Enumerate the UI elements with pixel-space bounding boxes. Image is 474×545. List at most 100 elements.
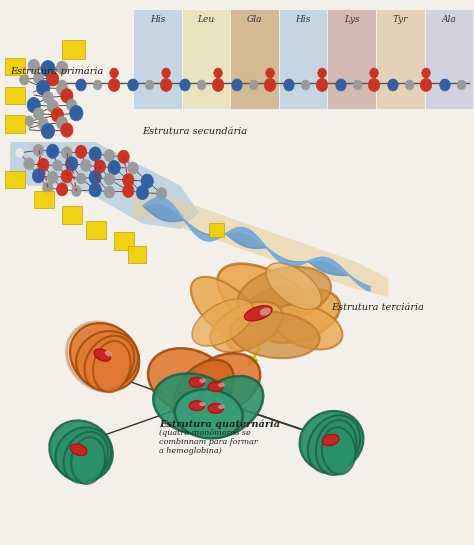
Circle shape <box>104 186 115 198</box>
Text: Estrutura quaternária: Estrutura quaternária <box>159 420 280 429</box>
Ellipse shape <box>199 402 206 406</box>
Circle shape <box>89 147 101 161</box>
Ellipse shape <box>51 422 111 480</box>
Ellipse shape <box>64 432 108 483</box>
Circle shape <box>123 173 134 186</box>
Text: Lys: Lys <box>344 15 360 25</box>
Circle shape <box>66 99 77 111</box>
Circle shape <box>58 80 66 90</box>
Circle shape <box>24 116 34 127</box>
Ellipse shape <box>153 373 236 435</box>
Circle shape <box>53 160 62 171</box>
Ellipse shape <box>237 267 331 322</box>
Circle shape <box>38 118 48 130</box>
Circle shape <box>46 72 59 86</box>
Circle shape <box>20 125 28 135</box>
Circle shape <box>33 108 44 120</box>
Ellipse shape <box>148 348 231 414</box>
Circle shape <box>61 89 73 103</box>
Text: Gla: Gla <box>247 15 262 25</box>
Circle shape <box>214 68 222 78</box>
Circle shape <box>301 80 310 90</box>
Circle shape <box>137 185 149 199</box>
Circle shape <box>43 92 53 104</box>
Bar <box>230 9 279 110</box>
Ellipse shape <box>218 383 225 387</box>
Polygon shape <box>133 193 388 297</box>
Ellipse shape <box>189 401 204 410</box>
Text: His: His <box>295 15 311 25</box>
Ellipse shape <box>76 331 138 389</box>
Bar <box>114 232 134 250</box>
Circle shape <box>128 79 138 91</box>
Ellipse shape <box>192 376 263 438</box>
Ellipse shape <box>218 264 323 341</box>
Circle shape <box>56 117 68 130</box>
Circle shape <box>43 182 53 194</box>
Circle shape <box>420 78 432 92</box>
Circle shape <box>47 171 58 183</box>
Text: Ala: Ala <box>442 15 456 25</box>
Ellipse shape <box>218 404 225 409</box>
Ellipse shape <box>210 301 283 352</box>
Bar <box>328 9 376 110</box>
Circle shape <box>110 68 118 78</box>
Circle shape <box>93 80 102 90</box>
Text: Estrutura terciária: Estrutura terciária <box>331 304 425 312</box>
Circle shape <box>212 78 224 92</box>
Circle shape <box>336 79 346 91</box>
Ellipse shape <box>93 341 130 392</box>
Circle shape <box>264 78 276 92</box>
Circle shape <box>56 61 68 74</box>
Ellipse shape <box>70 444 87 456</box>
Ellipse shape <box>191 277 264 344</box>
Bar <box>182 9 230 110</box>
Circle shape <box>76 79 86 91</box>
Circle shape <box>318 68 326 78</box>
Circle shape <box>27 98 40 113</box>
Polygon shape <box>10 142 199 229</box>
Circle shape <box>51 108 64 122</box>
Bar <box>62 40 85 59</box>
Circle shape <box>41 124 55 139</box>
Circle shape <box>160 78 172 92</box>
Circle shape <box>37 159 49 171</box>
Ellipse shape <box>66 322 138 392</box>
Circle shape <box>65 157 78 171</box>
Circle shape <box>249 80 258 90</box>
Circle shape <box>46 144 59 159</box>
Bar <box>86 221 106 239</box>
Circle shape <box>56 183 68 196</box>
Circle shape <box>197 80 206 90</box>
Circle shape <box>41 60 55 77</box>
Circle shape <box>146 80 154 90</box>
Ellipse shape <box>185 353 260 415</box>
Circle shape <box>75 146 87 159</box>
Circle shape <box>76 173 86 184</box>
Circle shape <box>440 79 450 91</box>
Circle shape <box>25 89 33 99</box>
Circle shape <box>370 68 378 78</box>
Bar <box>128 246 146 263</box>
Bar <box>5 171 25 188</box>
Bar <box>34 191 54 208</box>
Ellipse shape <box>322 434 339 446</box>
Ellipse shape <box>301 413 362 470</box>
Bar <box>62 206 82 223</box>
Circle shape <box>81 160 91 171</box>
Circle shape <box>108 161 120 174</box>
Bar <box>209 223 224 237</box>
Circle shape <box>104 173 115 185</box>
Ellipse shape <box>230 312 319 358</box>
Text: His: His <box>150 15 165 25</box>
Text: Tyr: Tyr <box>392 15 408 25</box>
Circle shape <box>70 106 83 121</box>
Ellipse shape <box>192 299 254 346</box>
Circle shape <box>89 183 101 197</box>
Circle shape <box>62 147 72 159</box>
Circle shape <box>388 79 398 91</box>
Circle shape <box>232 79 242 91</box>
Circle shape <box>19 74 29 85</box>
Bar <box>5 58 25 75</box>
Circle shape <box>128 162 138 174</box>
